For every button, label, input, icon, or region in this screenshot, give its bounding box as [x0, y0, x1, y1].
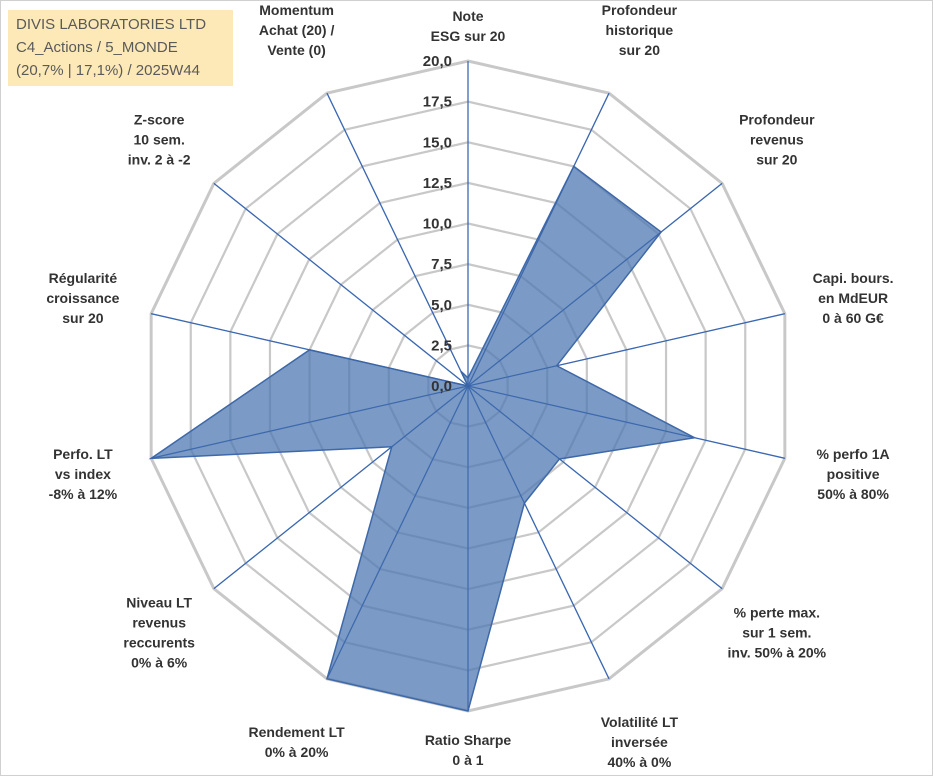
axis-label-7: Ratio Sharpe 0 à 1 [425, 732, 512, 768]
axis-spoke-overlay-2 [467, 182, 723, 387]
axis-spoke-overlay-12 [213, 182, 469, 387]
tick-label-1: 2,5 [431, 337, 452, 354]
tick-label-4: 10,0 [423, 216, 452, 233]
axis-label-3: Capi. bours. en MdEUR 0 à 60 G€ [813, 270, 894, 326]
axis-spoke-overlay-6 [467, 385, 610, 680]
axis-label-5: % perte max. sur 1 sem. inv. 50% à 20% [728, 604, 827, 660]
axis-spoke-overlay-13 [326, 92, 469, 387]
axis-label-6: Volatilité LT inversée 40% à 0% [601, 714, 679, 770]
tick-label-2: 5,0 [431, 297, 452, 314]
axis-label-13: Momentum Achat (20) / Vente (0) [259, 2, 335, 58]
axis-label-0: Note ESG sur 20 [431, 8, 506, 44]
tick-label-5: 12,5 [423, 175, 452, 192]
axis-spoke-overlay-8 [326, 385, 469, 680]
series-layer [148, 61, 785, 712]
axis-spoke-overlay-3 [467, 313, 785, 387]
company-name: DIVIS LABORATORIES LTD [16, 16, 207, 33]
axis-spoke-overlay-4 [467, 385, 785, 459]
axis-label-2: Profondeur revenus sur 20 [739, 112, 815, 168]
axis-label-9: Niveau LT revenus reccurents 0% à 6% [123, 594, 195, 670]
tick-label-6: 15,0 [423, 134, 452, 151]
chart-title-box: DIVIS LABORATORIES LTD C4_Actions / 5_MO… [8, 10, 233, 86]
axis-label-1: Profondeur historique sur 20 [602, 2, 678, 58]
axis-spoke-overlay-11 [151, 313, 469, 387]
portfolio-category: C4_Actions / 5_MONDE [16, 39, 178, 56]
axis-spoke-overlay-10 [151, 385, 469, 459]
axis-spoke-overlay-9 [213, 385, 469, 590]
tick-label-8: 20,0 [423, 53, 452, 70]
series-area [148, 165, 697, 712]
axis-label-10: Perfo. LT vs index -8% à 12% [49, 446, 118, 502]
tick-label-0: 0,0 [431, 378, 452, 395]
axis-label-4: % perfo 1A positive 50% à 80% [817, 446, 890, 502]
tick-label-7: 17,5 [423, 94, 452, 111]
axis-label-11: Régularité croissance sur 20 [46, 270, 119, 326]
axis-label-8: Rendement LT 0% à 20% [249, 724, 346, 760]
axis-label-12: Z-score 10 sem. inv. 2 à -2 [128, 112, 191, 168]
axis-spoke-overlay-1 [467, 92, 610, 387]
tick-labels: 0,0 2,5 5,0 7,5 10,0 12,5 15,0 17,5 20,0 [423, 53, 452, 395]
tick-label-3: 7,5 [431, 256, 452, 273]
axis-spoke-overlay-5 [467, 385, 723, 590]
performance-week: (20,7% | 17,1%) / 2025W44 [16, 62, 200, 79]
axis-labels: Note ESG sur 20 Profondeur historique sur 20… [46, 2, 893, 770]
